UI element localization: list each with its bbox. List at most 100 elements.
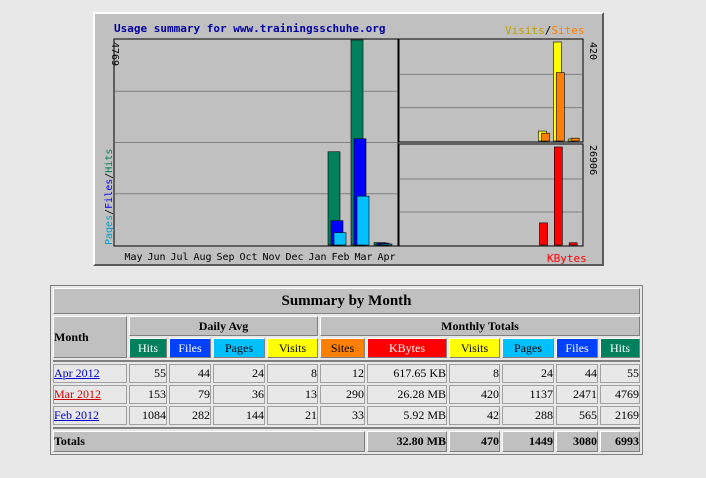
col-daily-visits: Visits — [267, 338, 318, 358]
cell: 21 — [267, 406, 318, 425]
visits-bars — [538, 41, 580, 142]
month-label-oct: Oct — [239, 252, 257, 263]
legend-hits: Hits — [104, 149, 115, 173]
total-hits: 6993 — [600, 431, 640, 452]
month-label-dec: Dec — [285, 252, 303, 263]
kbytes-bar-feb — [539, 222, 548, 246]
col-files: Files — [556, 338, 598, 358]
kbytes-bar-mar — [554, 146, 563, 246]
total-kbytes: 32.80 MB — [367, 431, 447, 452]
cell: 1084 — [129, 406, 167, 425]
sites-bar-mar — [556, 72, 565, 142]
kbytes-bar-apr — [568, 242, 578, 246]
col-visits: Visits — [449, 338, 500, 358]
usage-summary-graph: Usage summary for www.trainingsschuhe.or… — [93, 12, 604, 266]
totals-label: Totals — [53, 431, 365, 452]
graph-title: Usage summary for www.trainingsschuhe.or… — [114, 22, 386, 35]
cell: 42 — [449, 406, 500, 425]
cell: 55 — [129, 364, 167, 383]
col-daily-hits: Hits — [129, 338, 167, 358]
usage-chart-svg: Usage summary for www.trainingsschuhe.or… — [104, 22, 598, 264]
sites-bar-apr — [570, 137, 580, 142]
cell: 5.92 MB — [367, 406, 447, 425]
cell: 36 — [213, 385, 265, 404]
legend-kbytes: KBytes — [547, 252, 587, 264]
cell: 290 — [320, 385, 365, 404]
total-visits: 470 — [449, 431, 500, 452]
daily-avg-header: Daily Avg — [129, 316, 318, 336]
cell: 26.28 MB — [367, 385, 447, 404]
cell: 44 — [556, 364, 598, 383]
kbytes-panel — [398, 143, 584, 247]
kbytes-bars — [539, 146, 578, 246]
legend-files: Files — [104, 179, 115, 209]
visits-gridlines — [400, 73, 582, 109]
svg-text:Visits/Sites: Visits/Sites — [505, 24, 585, 37]
cell: 12 — [320, 364, 365, 383]
cell: 144 — [213, 406, 265, 425]
month-link-feb-2012[interactable]: Feb 2012 — [54, 408, 99, 422]
table-row: Mar 2012 153 79 36 13 290 26.28 MB 420 1… — [53, 385, 640, 404]
pages-bar-mar — [356, 195, 370, 246]
kbytes-gridlines — [400, 178, 582, 213]
max-hits-label: 4769 — [109, 42, 120, 66]
cell: 565 — [556, 406, 598, 425]
cell: 288 — [502, 406, 554, 425]
cell: 2471 — [556, 385, 598, 404]
cell: 33 — [320, 406, 365, 425]
pages-bar-feb — [333, 232, 347, 246]
cell: 13 — [267, 385, 318, 404]
cell: 2169 — [600, 406, 640, 425]
month-header: Month — [53, 316, 127, 358]
max-kbytes-label: 26906 — [587, 145, 598, 175]
summary-table: Summary by Month Month Daily Avg Monthly… — [50, 285, 643, 455]
month-link-apr-2012[interactable]: Apr 2012 — [54, 366, 100, 380]
month-label-aug: Aug — [193, 252, 211, 263]
cell: 153 — [129, 385, 167, 404]
cell: 420 — [449, 385, 500, 404]
cell: 1137 — [502, 385, 554, 404]
month-label-nov: Nov — [262, 252, 280, 263]
max-visits-label: 420 — [587, 42, 598, 60]
total-pages: 1449 — [502, 431, 554, 452]
cell: 617.65 KB — [367, 364, 447, 383]
hits-gridlines — [115, 90, 397, 195]
month-label-jun: Jun — [147, 252, 165, 263]
month-label-apr: Apr — [377, 252, 395, 263]
cell: 55 — [600, 364, 640, 383]
cell: 4769 — [600, 385, 640, 404]
monthly-totals-header: Monthly Totals — [320, 316, 640, 336]
pages-bar-apr — [379, 243, 393, 246]
col-sites: Sites — [320, 338, 365, 358]
legend-sep: / — [545, 24, 552, 37]
month-axis-labels: May Jun Jul Aug Sep Oct Nov Dec Jan Feb Mar Apr — [124, 252, 395, 263]
month-label-feb: Feb — [331, 252, 349, 263]
month-label-sep: Sep — [216, 252, 234, 263]
month-label-jul: Jul — [170, 252, 188, 263]
col-hits: Hits — [600, 338, 640, 358]
month-link-mar-2012[interactable]: Mar 2012 — [54, 387, 101, 401]
totals-row: Totals 32.80 MB 470 1449 3080 6993 — [53, 431, 640, 452]
sites-bar-feb — [541, 132, 550, 142]
cell: 282 — [169, 406, 211, 425]
cell: 8 — [267, 364, 318, 383]
cell: 79 — [169, 385, 211, 404]
legend-pages: Pages — [104, 215, 115, 245]
col-daily-pages: Pages — [213, 338, 265, 358]
col-daily-files: Files — [169, 338, 211, 358]
cell: 24 — [502, 364, 554, 383]
cell: 24 — [213, 364, 265, 383]
summary-title: Summary by Month — [53, 288, 640, 314]
total-files: 3080 — [556, 431, 598, 452]
col-kbytes: KBytes — [367, 338, 447, 358]
cell: 8 — [449, 364, 500, 383]
month-label-mar: Mar — [354, 252, 372, 263]
svg-text:Pages/Files/Hits: Pages/Files/Hits — [104, 149, 115, 245]
month-label-jan: Jan — [308, 252, 326, 263]
table-row: Apr 2012 55 44 24 8 12 617.65 KB 8 24 44… — [53, 364, 640, 383]
legend-visits: Visits — [505, 24, 545, 37]
table-row: Feb 2012 1084 282 144 21 33 5.92 MB 42 2… — [53, 406, 640, 425]
legend-sites: Sites — [551, 24, 584, 37]
cell: 44 — [169, 364, 211, 383]
hits-bars — [327, 39, 393, 246]
